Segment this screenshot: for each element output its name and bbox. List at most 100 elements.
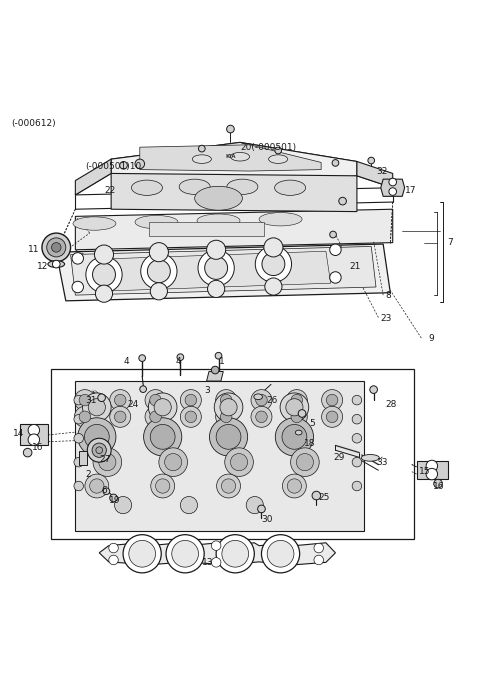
Circle shape	[389, 188, 396, 195]
Circle shape	[216, 535, 254, 573]
Circle shape	[389, 178, 396, 186]
Circle shape	[352, 481, 362, 491]
Circle shape	[370, 386, 377, 393]
Circle shape	[282, 474, 306, 498]
Circle shape	[434, 480, 443, 488]
Text: 27: 27	[99, 455, 110, 464]
Circle shape	[215, 352, 222, 359]
Circle shape	[123, 535, 161, 573]
Circle shape	[256, 394, 267, 406]
Ellipse shape	[295, 430, 302, 435]
Circle shape	[110, 390, 131, 411]
Circle shape	[172, 540, 199, 567]
Circle shape	[103, 488, 110, 495]
Circle shape	[72, 253, 84, 264]
Circle shape	[265, 278, 282, 295]
Circle shape	[214, 393, 243, 421]
Circle shape	[267, 540, 294, 567]
Circle shape	[28, 424, 39, 436]
Circle shape	[150, 394, 161, 406]
Text: 11: 11	[28, 245, 39, 254]
Text: 21: 21	[350, 262, 361, 271]
Circle shape	[314, 555, 324, 565]
Circle shape	[207, 280, 225, 298]
Text: 4: 4	[123, 358, 129, 366]
Circle shape	[144, 418, 182, 456]
Circle shape	[262, 535, 300, 573]
Circle shape	[352, 457, 362, 467]
Text: 20(-000501): 20(-000501)	[240, 143, 296, 152]
Circle shape	[74, 457, 84, 467]
Circle shape	[159, 448, 188, 477]
Circle shape	[326, 394, 338, 406]
Circle shape	[255, 246, 291, 282]
Circle shape	[165, 454, 182, 470]
Circle shape	[230, 454, 248, 470]
Circle shape	[221, 479, 236, 493]
Circle shape	[74, 390, 96, 411]
Text: 14: 14	[13, 429, 24, 438]
Circle shape	[110, 406, 131, 427]
Circle shape	[151, 474, 175, 498]
Circle shape	[198, 250, 234, 286]
Circle shape	[211, 558, 221, 567]
Circle shape	[88, 399, 106, 416]
Circle shape	[85, 474, 109, 498]
FancyBboxPatch shape	[149, 222, 264, 237]
Circle shape	[141, 253, 177, 289]
Circle shape	[290, 448, 319, 477]
Circle shape	[109, 555, 118, 565]
Text: 31: 31	[85, 395, 96, 405]
Text: 26: 26	[266, 395, 277, 405]
Circle shape	[220, 399, 237, 416]
Circle shape	[264, 238, 283, 257]
Polygon shape	[417, 461, 447, 479]
Text: 9: 9	[429, 334, 434, 342]
Ellipse shape	[48, 261, 65, 267]
Circle shape	[291, 394, 302, 406]
Circle shape	[206, 240, 226, 259]
Circle shape	[79, 394, 91, 406]
Polygon shape	[381, 179, 405, 196]
Text: 17: 17	[405, 186, 416, 195]
Ellipse shape	[195, 186, 242, 210]
Circle shape	[90, 479, 104, 493]
Circle shape	[72, 281, 84, 293]
Polygon shape	[357, 162, 393, 188]
Text: 13: 13	[202, 558, 213, 567]
FancyBboxPatch shape	[79, 452, 87, 466]
Polygon shape	[140, 145, 321, 171]
Circle shape	[312, 491, 321, 500]
Text: 22: 22	[104, 186, 115, 195]
Circle shape	[220, 394, 232, 406]
Circle shape	[220, 411, 232, 423]
Circle shape	[156, 479, 170, 493]
Circle shape	[51, 243, 61, 252]
Circle shape	[211, 541, 221, 550]
Circle shape	[246, 496, 264, 514]
Text: 15: 15	[419, 467, 431, 476]
Circle shape	[115, 496, 132, 514]
Circle shape	[42, 233, 71, 262]
Circle shape	[314, 543, 324, 553]
Circle shape	[180, 496, 198, 514]
Text: 32: 32	[376, 167, 387, 176]
Circle shape	[339, 197, 347, 205]
Circle shape	[135, 159, 144, 169]
Polygon shape	[56, 244, 390, 301]
Text: 6: 6	[102, 486, 108, 496]
Circle shape	[83, 393, 111, 421]
Text: 18: 18	[304, 439, 316, 447]
Polygon shape	[75, 159, 111, 195]
Circle shape	[330, 272, 341, 284]
Circle shape	[276, 418, 313, 456]
Circle shape	[251, 406, 272, 427]
Circle shape	[92, 443, 107, 457]
Circle shape	[149, 243, 168, 262]
Circle shape	[216, 406, 237, 427]
Circle shape	[96, 447, 103, 454]
Polygon shape	[71, 246, 376, 295]
Text: KIA: KIA	[225, 154, 236, 159]
Circle shape	[109, 543, 118, 553]
Circle shape	[262, 253, 285, 276]
